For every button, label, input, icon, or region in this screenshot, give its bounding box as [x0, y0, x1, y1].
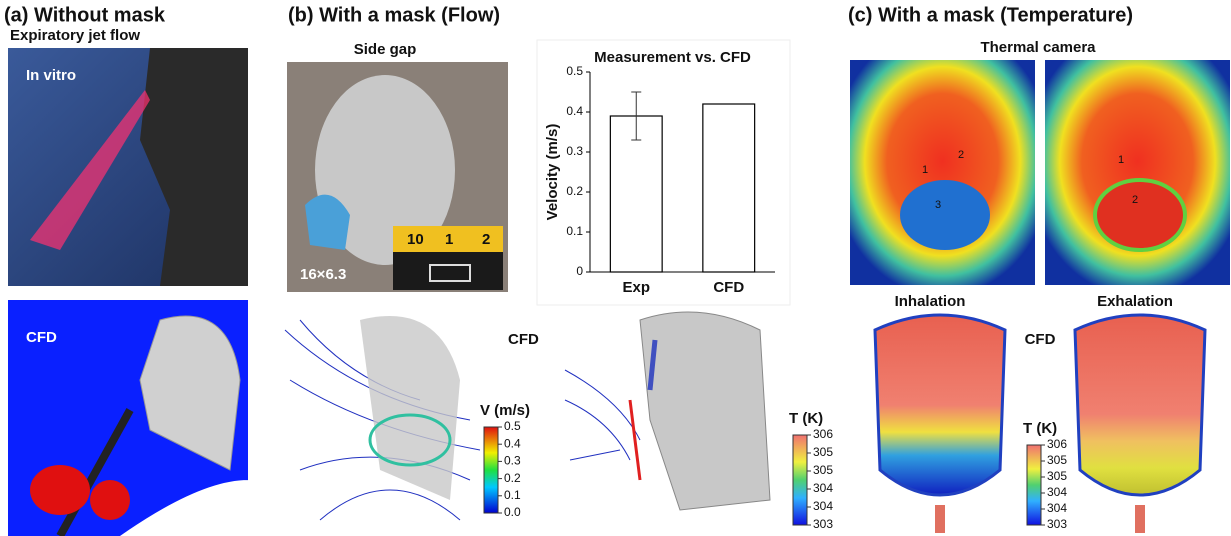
colorbar-tick-label: 0.3	[504, 454, 521, 468]
colorbar-title: T (K)	[1023, 420, 1057, 437]
marker: 1	[1118, 154, 1124, 166]
figure: (a) Without mask Expiratory jet flow In …	[0, 0, 1231, 536]
x-tick-label: Exp	[622, 279, 650, 296]
gap-photo	[393, 252, 503, 290]
marker: 2	[958, 149, 964, 161]
colorbar	[484, 427, 498, 513]
face	[640, 312, 770, 510]
y-tick-label: 0.2	[566, 184, 583, 198]
photo-title: Thermal camera	[980, 39, 1096, 56]
panel-title: (b) With a mask (Flow)	[288, 4, 500, 26]
ruler-label: 10	[407, 231, 424, 248]
blob	[30, 465, 90, 515]
colorbar-tick-label: 304	[813, 481, 833, 495]
y-tick-label: 0.5	[566, 64, 583, 78]
colorbar-tick-label: 305	[813, 463, 833, 477]
photo-label: In vitro	[26, 67, 76, 84]
face	[360, 316, 460, 500]
colorbar-tick-label: 304	[1047, 501, 1067, 515]
panel-title: (c) With a mask (Temperature)	[848, 4, 1133, 26]
colorbar-tick-label: 0.4	[504, 436, 521, 450]
cfd-label: CFD	[26, 329, 57, 346]
y-axis-title: Velocity (m/s)	[544, 124, 561, 221]
panel-title: (a) Without mask	[4, 4, 166, 26]
marker: 1	[922, 164, 928, 176]
streamlines	[630, 400, 640, 480]
colorbar-tick-label: 305	[1047, 453, 1067, 467]
colorbar-title: V (m/s)	[480, 402, 530, 419]
ruler-label: 2	[482, 231, 490, 248]
colorbar-tick-label: 305	[1047, 469, 1067, 483]
colorbar-tick-label: 305	[813, 445, 833, 459]
cfd-label: CFD	[1025, 331, 1056, 348]
colorbar	[793, 435, 807, 525]
x-tick-label: CFD	[713, 279, 744, 296]
colorbar-tick-label: 306	[813, 427, 833, 441]
colorbar-tick-label: 306	[1047, 437, 1067, 451]
colorbar-tick-label: 304	[813, 499, 833, 513]
y-tick-label: 0.1	[566, 224, 583, 238]
blob	[90, 480, 130, 520]
thermal-image	[850, 60, 1035, 285]
gap-label: 16×6.3	[300, 266, 346, 283]
colorbar-tick-label: 0.2	[504, 471, 521, 485]
bar	[703, 104, 755, 272]
colorbar-title: T (K)	[789, 410, 823, 427]
streamlines	[565, 370, 640, 460]
y-tick-label: 0.4	[566, 104, 583, 118]
colorbar	[1027, 445, 1041, 525]
bar-chart: Measurement vs. CFD Velocity (m/s) 0 0.1 0.2…	[537, 40, 790, 305]
mask	[1095, 180, 1185, 250]
photo-title: Side gap	[354, 41, 417, 58]
colorbar-tick-label: 0.5	[504, 419, 521, 433]
label: Inhalation	[895, 293, 966, 310]
chart-title: Measurement vs. CFD	[594, 49, 751, 66]
y-tick-label: 0	[576, 264, 583, 278]
y-tick-label: 0.3	[566, 144, 583, 158]
colorbar-tick-label: 0.1	[504, 488, 521, 502]
marker: 2	[1132, 194, 1138, 206]
cfd-label: CFD	[508, 331, 539, 348]
ruler-label: 1	[445, 231, 453, 248]
mask	[900, 180, 990, 250]
face	[875, 315, 1005, 495]
colorbar-tick-label: 0.0	[504, 505, 521, 519]
colorbar-tick-label: 303	[1047, 517, 1067, 531]
panel-subtitle: Expiratory jet flow	[10, 27, 140, 44]
colorbar-tick-label: 303	[813, 517, 833, 531]
marker: 3	[935, 199, 941, 211]
label: Exhalation	[1097, 293, 1173, 310]
colorbar-tick-label: 304	[1047, 485, 1067, 499]
face	[1075, 315, 1205, 495]
